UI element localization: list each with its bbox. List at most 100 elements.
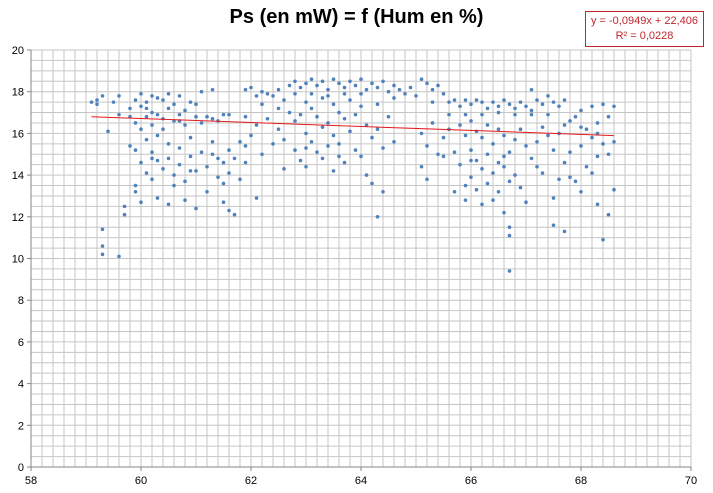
data-point [502,98,506,102]
data-point [529,156,534,161]
data-point [381,189,385,194]
data-point [507,225,512,230]
data-point [535,98,539,102]
gridlines [30,49,692,468]
data-point [166,202,171,207]
data-point [353,148,358,152]
data-point [496,110,501,115]
chart-title: Ps (en mW) = f (Hum en %) [229,6,484,28]
data-points [89,77,616,273]
data-point [463,98,468,102]
data-point [150,177,154,182]
data-point [293,148,297,152]
data-point [221,112,226,117]
data-point [546,133,550,138]
data-point [469,148,473,152]
data-point [260,102,264,107]
data-point [282,137,286,142]
data-point [227,112,231,117]
data-point [177,146,182,150]
data-point [375,102,380,107]
data-point [166,142,171,146]
data-point [144,114,149,119]
data-point [518,127,523,132]
data-point [183,198,187,202]
data-point [155,96,160,100]
data-point [381,79,385,84]
data-point [496,189,501,194]
data-point [612,104,616,109]
data-point [210,87,215,92]
data-point [326,144,330,148]
y-tick-label: 6 [18,337,24,349]
data-point [524,200,528,205]
data-point [480,112,484,117]
data-point [95,102,99,107]
data-point [155,112,160,117]
data-point [150,123,154,127]
data-point [133,183,138,188]
data-point [227,148,231,152]
data-point [551,148,556,152]
data-point [238,139,242,144]
data-point [243,114,248,119]
data-point [309,106,314,111]
data-point [188,154,193,159]
data-point [463,198,468,202]
data-point [370,81,374,86]
data-point [144,100,149,104]
data-point [221,200,226,205]
y-tick-label: 18 [12,87,24,99]
data-point [320,79,325,84]
data-point [386,89,391,94]
x-tick-label: 66 [465,475,477,487]
data-point [150,110,154,115]
data-point [232,212,237,217]
data-point [507,179,512,184]
data-point [150,94,154,98]
data-point [150,156,154,161]
data-point [441,154,446,159]
data-point [177,162,182,167]
data-point [535,139,539,144]
data-point [282,98,286,102]
data-point [348,98,352,102]
data-point [458,104,462,109]
data-point [331,102,336,107]
data-point [518,185,523,190]
data-point [243,160,248,165]
data-point [469,175,473,179]
data-point [524,144,528,148]
x-tick-label: 60 [135,475,147,487]
data-point [232,156,237,161]
data-point [507,233,512,238]
data-point [375,127,380,132]
data-point [568,119,572,123]
data-point [254,196,259,200]
y-tick-label: 12 [12,212,24,224]
data-point [507,102,512,107]
data-point [419,164,424,169]
data-point [353,112,358,117]
data-point [491,171,495,175]
data-point [540,102,545,107]
data-point [210,152,215,157]
data-point [595,121,600,125]
data-point [419,131,424,136]
data-point [579,144,583,148]
data-point [188,100,193,104]
data-point [452,150,457,154]
data-point [502,154,506,159]
y-tick-label: 2 [18,420,24,432]
data-point [364,87,369,92]
data-point [100,252,105,257]
data-point [562,229,567,234]
data-point [342,160,347,165]
data-point [298,158,303,163]
data-point [304,164,308,169]
data-point [337,110,341,115]
data-point [425,144,429,148]
x-tick-label: 68 [575,475,587,487]
data-point [359,104,363,109]
